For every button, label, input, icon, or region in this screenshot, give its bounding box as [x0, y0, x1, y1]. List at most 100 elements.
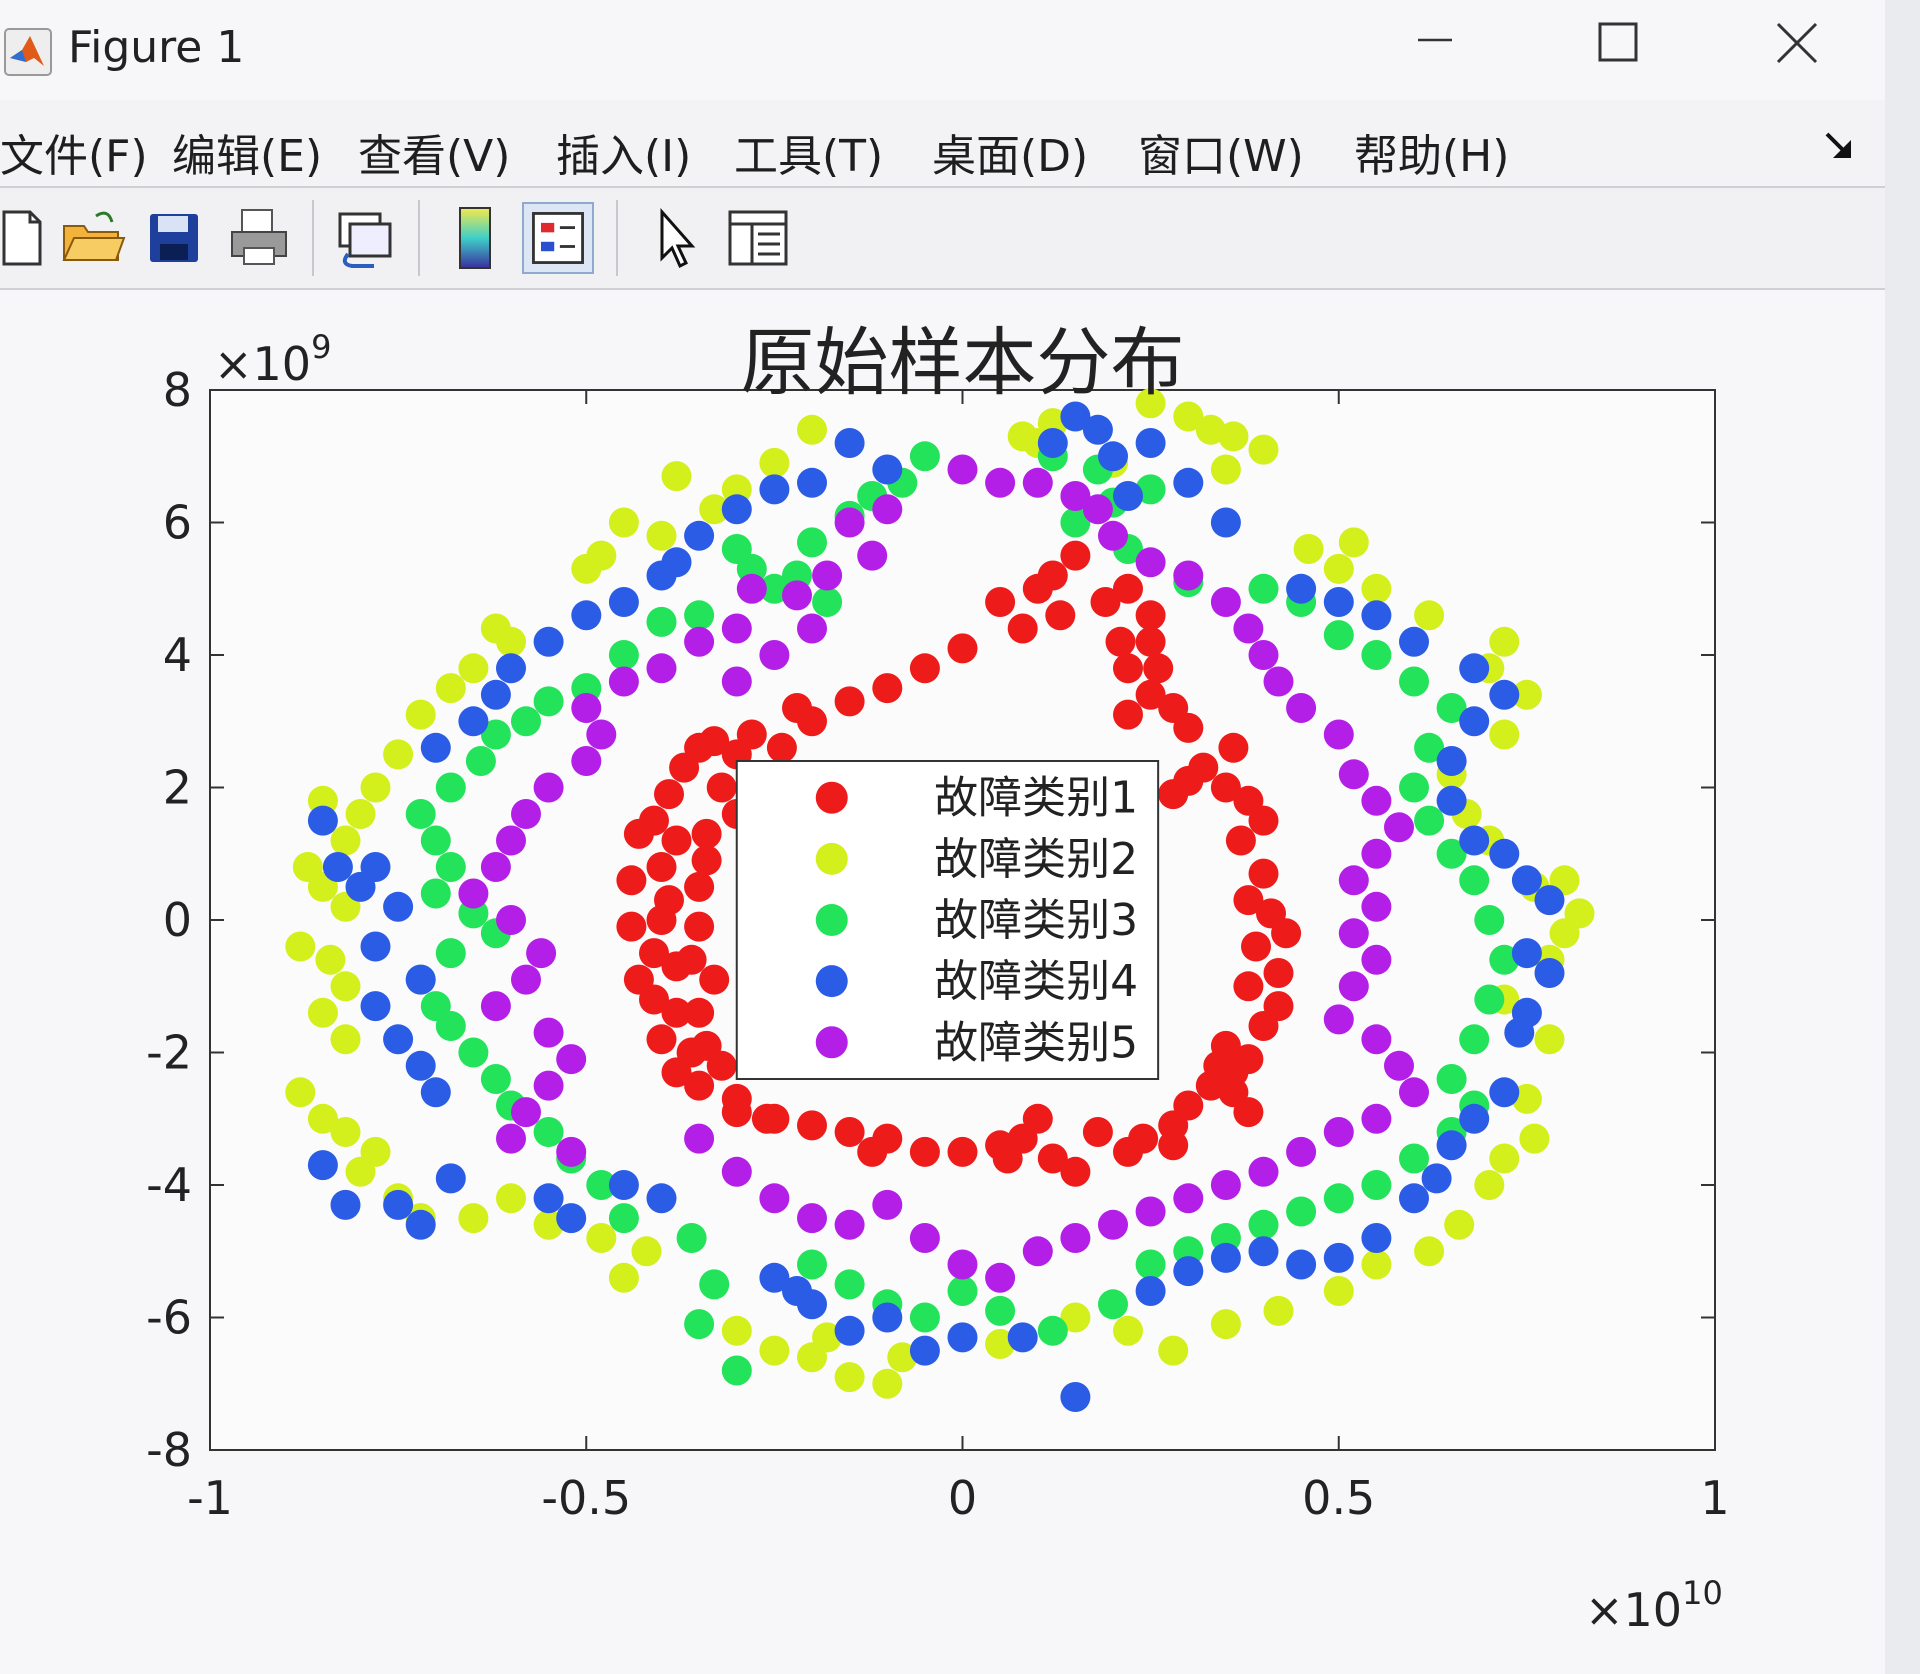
data-point-class-3 [1474, 984, 1505, 1015]
data-point-class-1 [797, 1110, 827, 1141]
data-point-class-1 [646, 852, 677, 882]
colorbar-icon[interactable] [440, 202, 512, 274]
x-tick-label: 0.5 [1302, 1471, 1375, 1525]
data-point-class-2 [1361, 1249, 1392, 1280]
toolbar [0, 188, 1885, 290]
data-point-class-3 [676, 1223, 707, 1253]
data-point-class-4 [1361, 600, 1392, 631]
minimize-button[interactable] [1400, 18, 1470, 78]
data-point-class-3 [458, 1037, 489, 1068]
data-point-class-5 [736, 573, 767, 604]
data-point-class-2 [405, 699, 436, 730]
new-file-icon[interactable] [0, 202, 72, 274]
data-point-class-4 [1421, 1163, 1452, 1194]
print-icon[interactable] [224, 202, 296, 274]
data-point-class-1 [1233, 971, 1264, 1002]
data-point-class-5 [526, 938, 557, 969]
data-point-class-4 [872, 454, 903, 485]
menu-insert[interactable]: 插入(I) [556, 131, 692, 182]
data-point-class-2 [360, 772, 391, 803]
data-point-class-1 [985, 587, 1016, 617]
data-point-class-1 [1045, 600, 1076, 631]
data-point-class-1 [1248, 858, 1279, 889]
data-point-class-3 [909, 441, 940, 472]
data-point-class-1 [721, 1097, 752, 1128]
menu-edit[interactable]: 编辑(E) [172, 131, 323, 182]
data-point-class-1 [1158, 1130, 1189, 1161]
data-point-class-5 [511, 1097, 541, 1128]
data-point-class-1 [699, 964, 730, 995]
menu-file[interactable]: 文件(F) [0, 131, 148, 182]
menu-view[interactable]: 查看(V) [358, 131, 511, 182]
data-point-class-5 [1361, 891, 1392, 922]
menu-window[interactable]: 窗口(W) [1138, 131, 1304, 182]
link-plot-icon[interactable] [330, 202, 402, 274]
data-point-class-5 [571, 693, 602, 723]
data-point-class-4 [360, 991, 391, 1022]
property-inspector-icon[interactable] [722, 202, 794, 274]
data-point-class-4 [1399, 626, 1429, 657]
data-point-class-4 [1098, 441, 1128, 472]
data-point-class-5 [533, 1070, 564, 1101]
data-point-class-4 [383, 1189, 414, 1220]
open-folder-icon[interactable] [56, 202, 128, 274]
data-point-class-1 [646, 1024, 677, 1055]
data-point-class-1 [872, 673, 903, 704]
data-point-class-5 [1022, 467, 1053, 498]
data-point-class-1 [1263, 958, 1294, 988]
data-point-class-4 [1210, 1242, 1241, 1273]
y-tick-label: -2 [146, 1026, 192, 1080]
data-point-class-4 [556, 1203, 587, 1234]
data-point-class-4 [1210, 507, 1241, 538]
data-point-class-5 [533, 1017, 564, 1048]
data-point-class-2 [1323, 1276, 1354, 1306]
data-point-class-4 [1534, 958, 1565, 988]
menu-desktop[interactable]: 桌面(D) [932, 131, 1089, 182]
data-point-class-1 [661, 997, 692, 1028]
data-point-class-2 [480, 613, 511, 644]
data-point-class-1 [1022, 1103, 1053, 1134]
data-point-class-3 [1474, 905, 1505, 935]
data-point-class-1 [1037, 1143, 1068, 1174]
data-point-class-2 [1361, 573, 1392, 604]
close-button[interactable] [1762, 18, 1832, 78]
data-point-class-4 [834, 428, 865, 458]
pointer-icon[interactable] [638, 202, 710, 274]
data-point-class-4 [1037, 428, 1068, 458]
dock-figure-icon[interactable] [1823, 130, 1857, 164]
data-point-class-3 [511, 706, 541, 737]
menu-help[interactable]: 帮助(H) [1354, 131, 1510, 182]
data-point-class-2 [383, 739, 414, 770]
data-point-class-1 [639, 938, 669, 969]
y-tick-label: 4 [163, 628, 192, 682]
legend-icon[interactable] [522, 202, 594, 274]
data-point-class-4 [1135, 1276, 1166, 1306]
data-point-class-2 [1444, 1209, 1475, 1240]
data-point-class-4 [1534, 885, 1565, 916]
data-point-class-2 [661, 461, 692, 492]
data-point-class-5 [1286, 1136, 1317, 1167]
legend[interactable]: 故障类别1 故障类别2 故障类别3 故障类别4 故障类别5 [735, 760, 1160, 1080]
maximize-button[interactable] [1582, 18, 1652, 78]
data-point-class-4 [834, 1315, 865, 1346]
save-icon[interactable] [140, 202, 212, 274]
data-point-class-2 [345, 1156, 376, 1187]
y-tick-label: 6 [163, 496, 192, 550]
data-point-class-1 [857, 1136, 888, 1167]
data-point-class-5 [797, 1203, 827, 1234]
data-point-class-4 [1489, 679, 1520, 710]
data-point-class-1 [1135, 626, 1166, 657]
data-point-class-4 [872, 1302, 903, 1333]
y-tick-label: 8 [163, 363, 192, 417]
data-point-class-3 [1037, 1315, 1068, 1346]
data-point-class-1 [1113, 573, 1143, 604]
menu-tools[interactable]: 工具(T) [734, 131, 884, 182]
data-point-class-2 [330, 825, 361, 856]
data-point-class-1 [782, 693, 812, 723]
data-point-class-5 [496, 825, 526, 856]
data-point-class-4 [1060, 401, 1091, 432]
data-point-class-5 [1098, 520, 1128, 551]
title-bar: Figure 1 [0, 0, 1885, 100]
data-point-class-4 [405, 1050, 436, 1081]
data-point-class-3 [608, 1203, 639, 1234]
